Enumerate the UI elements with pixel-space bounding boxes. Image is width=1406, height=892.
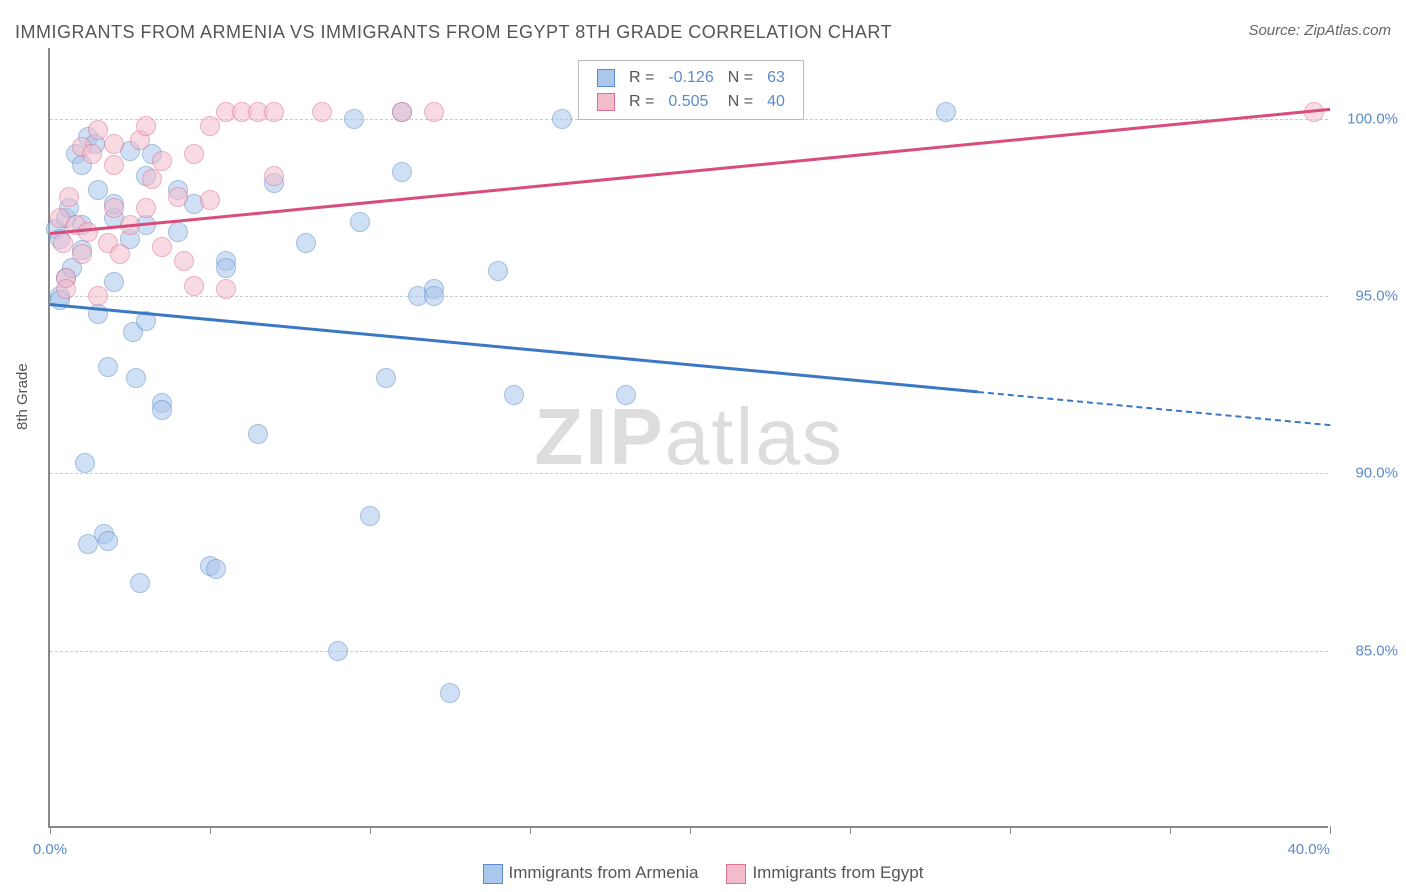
gridline-h xyxy=(50,651,1328,652)
y-tick-label: 85.0% xyxy=(1355,642,1398,659)
source-attribution: Source: ZipAtlas.com xyxy=(1248,22,1391,39)
scatter-plot-area: ZIPatlas 85.0%90.0%95.0%100.0%0.0%40.0% xyxy=(48,48,1328,828)
data-point-armenia xyxy=(98,531,118,551)
data-point-egypt xyxy=(392,102,412,122)
x-tick xyxy=(690,826,691,834)
data-point-armenia xyxy=(248,424,268,444)
data-point-egypt xyxy=(78,222,98,242)
y-axis-label: 8th Grade xyxy=(14,363,31,430)
x-tick xyxy=(850,826,851,834)
data-point-egypt xyxy=(59,187,79,207)
data-point-armenia xyxy=(504,385,524,405)
data-point-egypt xyxy=(424,102,444,122)
data-point-armenia xyxy=(75,453,95,473)
series-legend: Immigrants from Armenia Immigrants from E… xyxy=(0,863,1406,884)
y-tick-label: 95.0% xyxy=(1355,288,1398,305)
data-point-egypt xyxy=(110,244,130,264)
data-point-egypt xyxy=(142,169,162,189)
legend-r-value: -0.126 xyxy=(662,67,719,89)
data-point-egypt xyxy=(168,187,188,207)
legend-item-egypt: Immigrants from Egypt xyxy=(726,863,923,884)
correlation-legend: R =-0.126N =63 R =0.505N =40 xyxy=(578,60,804,120)
data-point-egypt xyxy=(216,279,236,299)
data-point-egypt xyxy=(136,116,156,136)
data-point-egypt xyxy=(136,198,156,218)
chart-title: IMMIGRANTS FROM ARMENIA VS IMMIGRANTS FR… xyxy=(15,22,892,43)
data-point-armenia xyxy=(616,385,636,405)
data-point-egypt xyxy=(312,102,332,122)
data-point-egypt xyxy=(174,251,194,271)
x-tick xyxy=(50,826,51,834)
legend-swatch-armenia xyxy=(597,69,615,87)
data-point-egypt xyxy=(56,279,76,299)
data-point-egypt xyxy=(104,134,124,154)
data-point-egypt xyxy=(88,286,108,306)
legend-r-label: R = xyxy=(623,67,660,89)
x-tick xyxy=(530,826,531,834)
x-tick xyxy=(1330,826,1331,834)
legend-swatch-egypt xyxy=(597,93,615,111)
data-point-armenia xyxy=(440,683,460,703)
data-point-armenia xyxy=(424,286,444,306)
data-point-armenia xyxy=(350,212,370,232)
trend-line xyxy=(978,391,1330,426)
data-point-armenia xyxy=(344,109,364,129)
legend-n-value: 63 xyxy=(761,67,791,89)
data-point-armenia xyxy=(104,272,124,292)
y-tick-label: 100.0% xyxy=(1347,110,1398,127)
data-point-egypt xyxy=(200,190,220,210)
data-point-armenia xyxy=(126,368,146,388)
legend-label: Immigrants from Armenia xyxy=(509,863,699,882)
data-point-armenia xyxy=(296,233,316,253)
x-tick xyxy=(1170,826,1171,834)
data-point-egypt xyxy=(104,198,124,218)
y-tick-label: 90.0% xyxy=(1355,465,1398,482)
data-point-egypt xyxy=(104,155,124,175)
legend-swatch-armenia xyxy=(483,864,503,884)
data-point-armenia xyxy=(168,222,188,242)
data-point-armenia xyxy=(360,506,380,526)
legend-item-armenia: Immigrants from Armenia xyxy=(483,863,699,884)
x-tick-label: 0.0% xyxy=(33,841,67,858)
data-point-armenia xyxy=(328,641,348,661)
trend-line xyxy=(50,303,978,393)
data-point-egypt xyxy=(88,120,108,140)
legend-n-label: N = xyxy=(722,67,759,89)
legend-n-value: 40 xyxy=(761,91,791,113)
data-point-egypt xyxy=(152,151,172,171)
data-point-armenia xyxy=(552,109,572,129)
data-point-armenia xyxy=(376,368,396,388)
data-point-egypt xyxy=(82,144,102,164)
data-point-armenia xyxy=(216,258,236,278)
data-point-egypt xyxy=(200,116,220,136)
data-point-armenia xyxy=(206,559,226,579)
x-tick xyxy=(370,826,371,834)
data-point-egypt xyxy=(72,244,92,264)
watermark: ZIPatlas xyxy=(534,391,843,483)
x-tick xyxy=(210,826,211,834)
legend-n-label: N = xyxy=(722,91,759,113)
data-point-armenia xyxy=(152,400,172,420)
data-point-armenia xyxy=(936,102,956,122)
data-point-egypt xyxy=(264,102,284,122)
legend-r-value: 0.505 xyxy=(662,91,719,113)
legend-label: Immigrants from Egypt xyxy=(752,863,923,882)
data-point-armenia xyxy=(392,162,412,182)
data-point-armenia xyxy=(488,261,508,281)
data-point-egypt xyxy=(184,144,204,164)
data-point-armenia xyxy=(130,573,150,593)
x-tick-label: 40.0% xyxy=(1287,841,1330,858)
data-point-armenia xyxy=(88,180,108,200)
data-point-egypt xyxy=(184,276,204,296)
gridline-h xyxy=(50,473,1328,474)
data-point-egypt xyxy=(264,166,284,186)
legend-swatch-egypt xyxy=(726,864,746,884)
data-point-egypt xyxy=(53,233,73,253)
data-point-armenia xyxy=(98,357,118,377)
trend-line xyxy=(50,108,1330,235)
legend-r-label: R = xyxy=(623,91,660,113)
data-point-egypt xyxy=(152,237,172,257)
x-tick xyxy=(1010,826,1011,834)
gridline-h xyxy=(50,296,1328,297)
